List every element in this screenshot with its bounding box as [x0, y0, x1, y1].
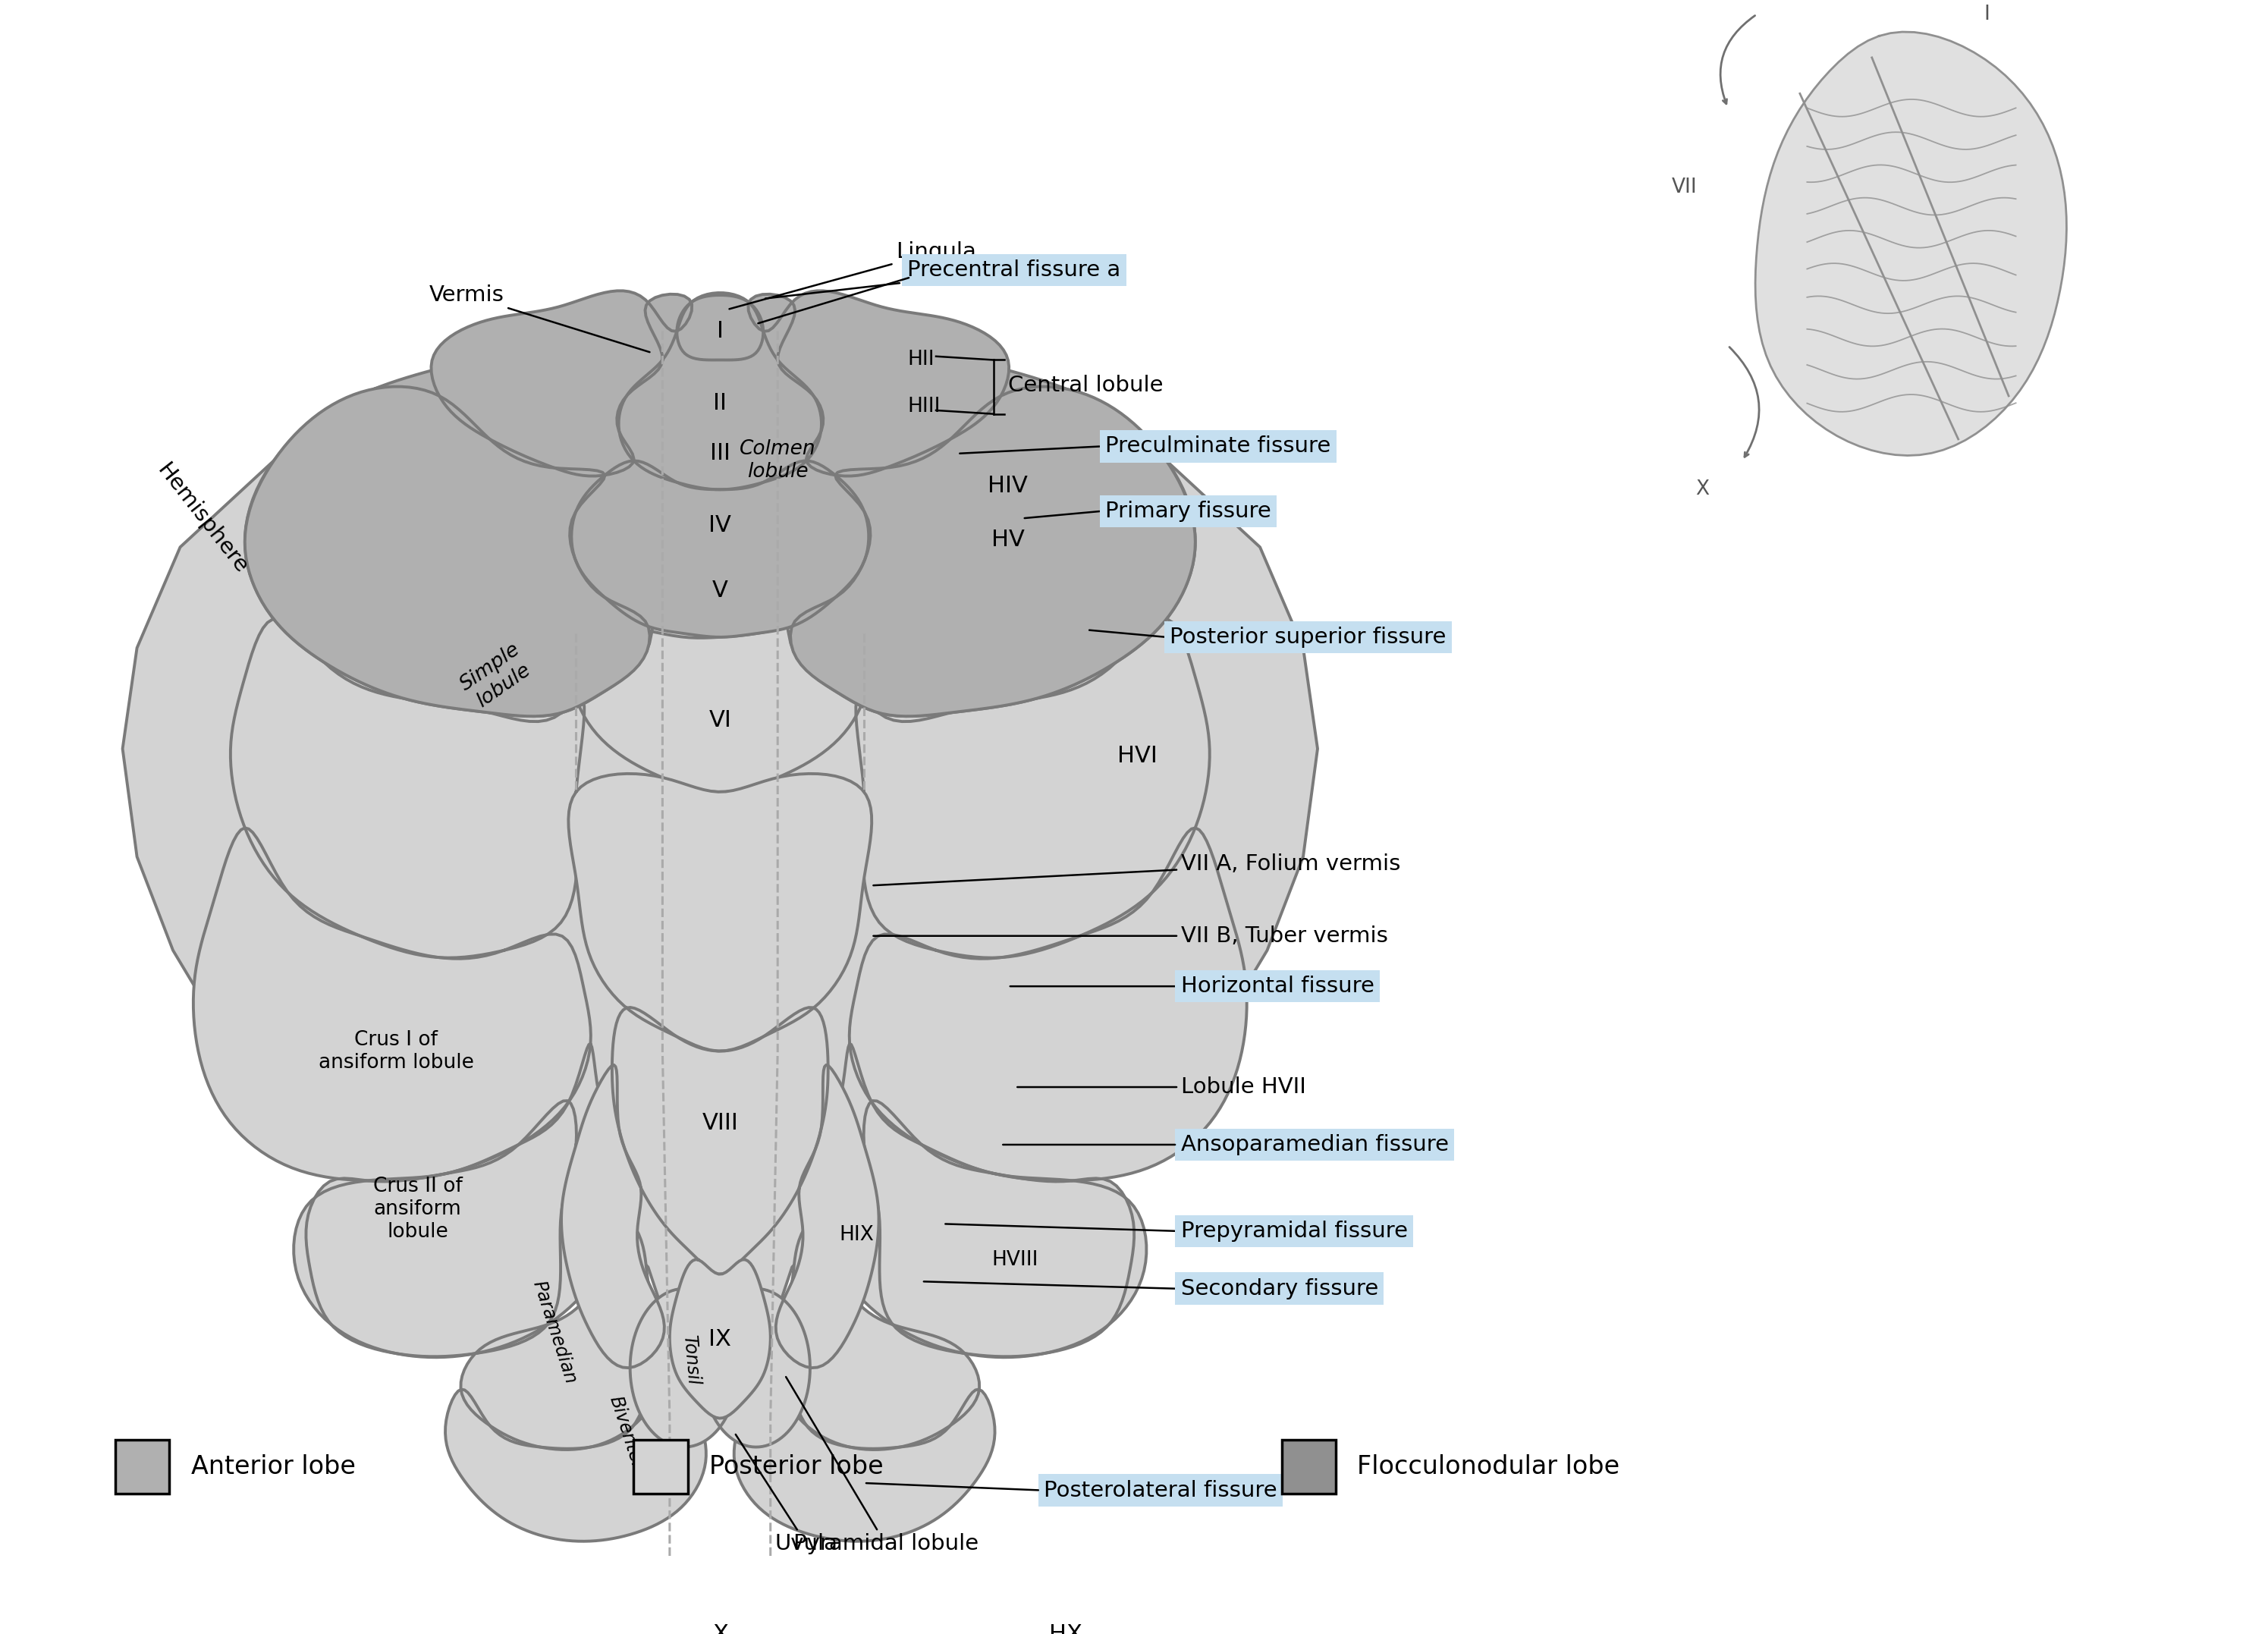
Text: Anterior lobe: Anterior lobe	[191, 1454, 356, 1479]
Polygon shape	[231, 619, 585, 958]
Polygon shape	[703, 1289, 810, 1448]
Text: I: I	[1984, 5, 1989, 25]
Polygon shape	[295, 1044, 619, 1358]
Text: HX: HX	[1050, 1623, 1082, 1634]
Polygon shape	[776, 1209, 980, 1449]
Polygon shape	[215, 1574, 388, 1634]
Text: VIII: VIII	[701, 1113, 737, 1134]
Text: Hemisphere: Hemisphere	[152, 459, 252, 577]
Polygon shape	[821, 1044, 1145, 1358]
Polygon shape	[306, 1101, 576, 1356]
Text: Biventer: Biventer	[606, 1394, 646, 1472]
Polygon shape	[612, 1008, 828, 1275]
Text: HII: HII	[907, 350, 934, 369]
Text: Primary fissure: Primary fissure	[1105, 500, 1270, 521]
Text: Posterior lobe: Posterior lobe	[710, 1454, 885, 1479]
Text: Posterolateral fissure: Posterolateral fissure	[1043, 1480, 1277, 1502]
Text: VII A, Folium vermis: VII A, Folium vermis	[873, 853, 1399, 886]
Polygon shape	[245, 301, 1195, 716]
Polygon shape	[608, 1569, 832, 1634]
Text: Pyramidal lobule: Pyramidal lobule	[787, 1377, 978, 1554]
Polygon shape	[345, 1598, 606, 1634]
Text: Precentral fissure a: Precentral fissure a	[764, 260, 1120, 299]
Polygon shape	[789, 387, 1195, 716]
Text: IV: IV	[708, 515, 730, 536]
Polygon shape	[748, 291, 1009, 475]
Text: VII: VII	[1672, 178, 1696, 198]
Polygon shape	[848, 828, 1247, 1181]
Text: VI: VI	[708, 709, 730, 730]
Text: HIX: HIX	[839, 1226, 873, 1245]
Polygon shape	[562, 1065, 665, 1368]
Polygon shape	[122, 302, 1318, 1397]
Text: Crus II of
ansiform
lobule: Crus II of ansiform lobule	[372, 1176, 463, 1242]
Text: X: X	[1696, 480, 1710, 500]
Polygon shape	[676, 296, 764, 359]
Polygon shape	[631, 1289, 737, 1448]
Text: HV: HV	[991, 529, 1025, 551]
Polygon shape	[776, 1065, 878, 1368]
Text: Colmen
lobule: Colmen lobule	[739, 440, 816, 482]
Text: Uvula: Uvula	[735, 1435, 837, 1554]
Text: Preculminate fissure: Preculminate fissure	[1105, 436, 1331, 458]
Polygon shape	[619, 292, 821, 490]
Polygon shape	[855, 619, 1209, 958]
Text: Central lobule: Central lobule	[1007, 374, 1163, 395]
FancyBboxPatch shape	[116, 1440, 170, 1493]
Polygon shape	[569, 773, 871, 1051]
Polygon shape	[460, 1209, 665, 1449]
Text: III: III	[710, 443, 730, 464]
Polygon shape	[569, 621, 871, 792]
Text: Ansoparamedian fissure: Ansoparamedian fissure	[1182, 1134, 1449, 1155]
FancyBboxPatch shape	[633, 1440, 687, 1493]
Text: Tonsil: Tonsil	[680, 1335, 703, 1387]
Text: HIV: HIV	[989, 475, 1027, 497]
Polygon shape	[193, 828, 590, 1181]
Text: X: X	[712, 1623, 728, 1634]
Text: Secondary fissure: Secondary fissure	[1182, 1278, 1379, 1299]
Text: HVIII: HVIII	[991, 1250, 1039, 1270]
Polygon shape	[835, 1598, 993, 1634]
Text: Lobule HVII: Lobule HVII	[1018, 1077, 1306, 1098]
Text: Flocculonodular lobe: Flocculonodular lobe	[1356, 1454, 1619, 1479]
Text: Paramedian: Paramedian	[528, 1278, 581, 1386]
Text: HVI: HVI	[1118, 745, 1157, 766]
Text: Crus I of
ansiform lobule: Crus I of ansiform lobule	[318, 1029, 474, 1072]
Text: HIII: HIII	[907, 397, 941, 417]
Text: VII B, Tuber vermis: VII B, Tuber vermis	[873, 925, 1388, 946]
Polygon shape	[445, 1387, 705, 1541]
Polygon shape	[431, 291, 692, 475]
Text: I: I	[717, 320, 723, 342]
FancyBboxPatch shape	[1281, 1440, 1336, 1493]
Text: Horizontal fissure: Horizontal fissure	[1182, 975, 1374, 997]
Text: IX: IX	[708, 1328, 730, 1350]
Polygon shape	[1755, 33, 2066, 456]
Text: Vermis: Vermis	[429, 284, 649, 351]
Polygon shape	[864, 1101, 1134, 1356]
Polygon shape	[735, 1387, 996, 1541]
Text: Simple
lobule: Simple lobule	[456, 639, 538, 714]
Polygon shape	[572, 461, 869, 637]
Text: Prepyramidal fissure: Prepyramidal fissure	[1182, 1221, 1408, 1242]
Text: Lingula: Lingula	[730, 242, 975, 309]
Polygon shape	[669, 1260, 771, 1418]
Text: II: II	[712, 392, 728, 413]
Text: Posterior superior fissure: Posterior superior fissure	[1170, 626, 1447, 647]
Polygon shape	[946, 1565, 1184, 1634]
Text: V: V	[712, 580, 728, 601]
Polygon shape	[245, 387, 649, 716]
